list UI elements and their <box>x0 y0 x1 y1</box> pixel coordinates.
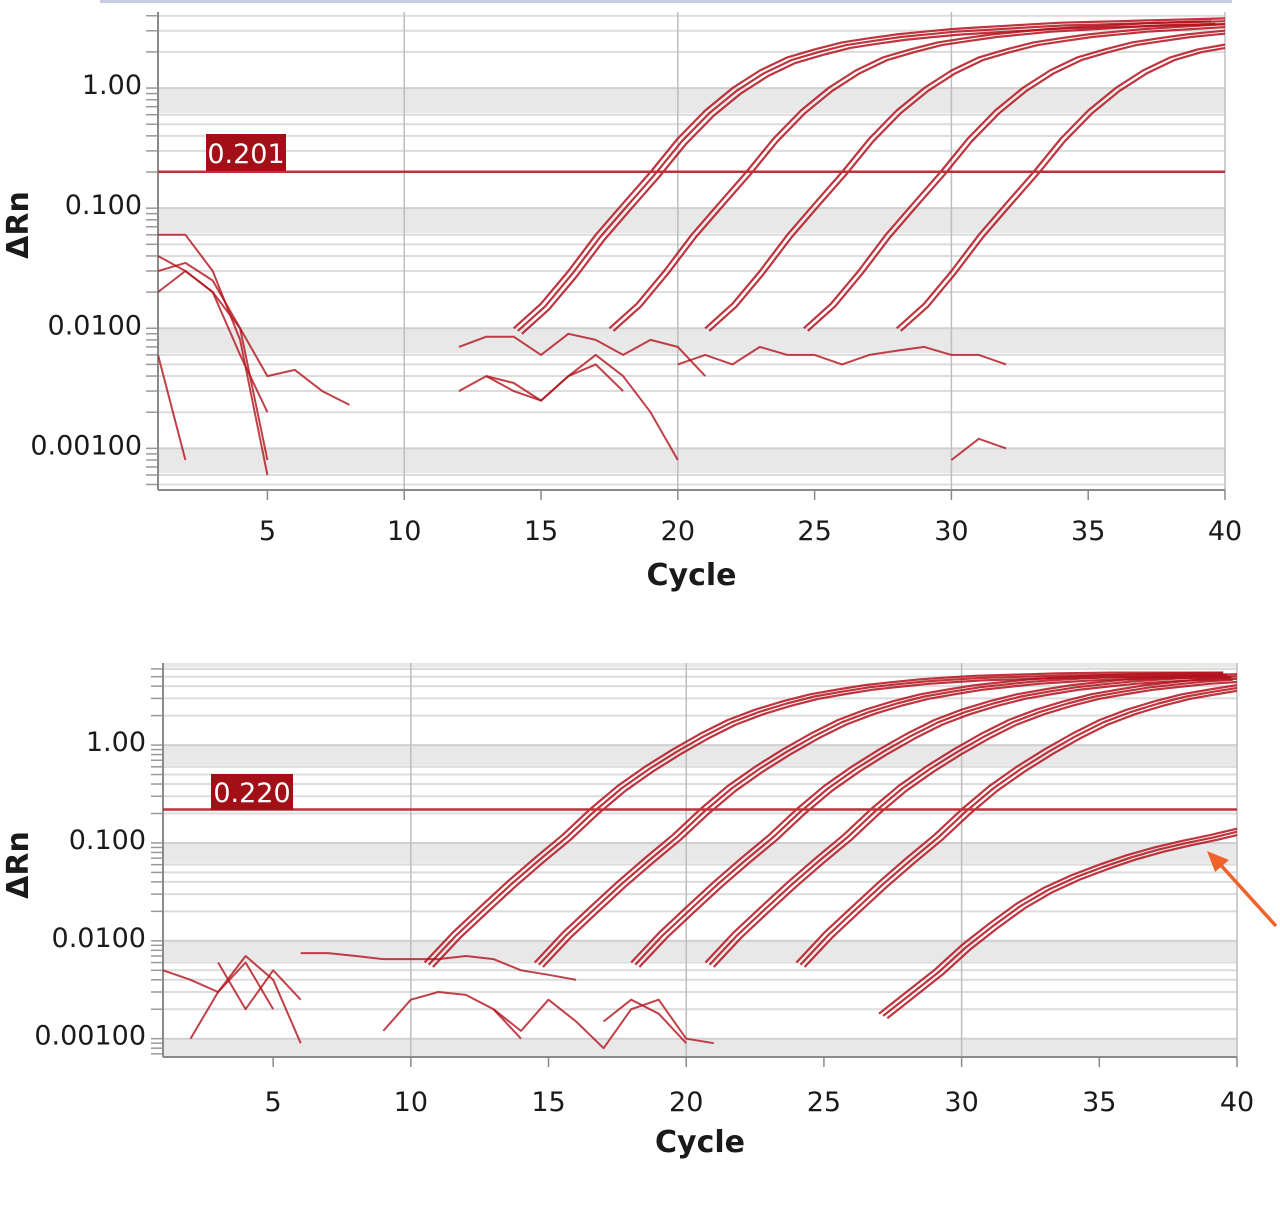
baseline-curve <box>300 952 577 981</box>
baseline-curve <box>602 998 687 1044</box>
x-tick-label: 25 <box>797 516 831 547</box>
plot-bottom: 5 10 15 20 25 30 35 40 1.00 0.100 0.0100 0.00100 Cyc… <box>1 663 1278 1160</box>
x-tick-label: 40 <box>1208 516 1242 547</box>
amplification-curve <box>542 676 1232 968</box>
y-tick-label: 0.0100 <box>48 310 142 341</box>
baseline-curve <box>492 998 714 1050</box>
amplification-curve <box>795 684 1237 964</box>
threshold-label-box <box>206 134 286 171</box>
amplification-curve <box>630 673 1237 964</box>
x-tick-label: 35 <box>1071 516 1105 547</box>
arrow-head-icon <box>1207 851 1229 872</box>
baseline-curve <box>950 437 1007 461</box>
x-tick-label: 5 <box>259 516 276 547</box>
x-tick-label: 35 <box>1082 1087 1116 1118</box>
series-group <box>158 17 1225 476</box>
x-tick-label: 5 <box>265 1087 282 1118</box>
x-axis-label: Cycle <box>655 1125 745 1160</box>
amplification-curve <box>900 46 1225 332</box>
amplification-curve <box>638 677 1237 968</box>
amplification-curve <box>886 833 1237 1020</box>
amplification-curve <box>423 671 1224 964</box>
baseline-curve <box>158 354 187 461</box>
threshold-label: 0.220 <box>213 778 290 809</box>
baseline-curve <box>485 363 624 402</box>
threshold-label: 0.201 <box>207 139 284 170</box>
grid-band <box>158 448 1225 474</box>
x-tick-label: 25 <box>807 1087 841 1118</box>
amplification-curve <box>517 20 1225 332</box>
baseline-curve <box>158 261 350 406</box>
x-tick-label: 40 <box>1220 1087 1254 1118</box>
amplification-curve <box>802 29 1225 330</box>
x-tick-label: 30 <box>934 516 968 547</box>
arrow-shaft <box>1216 860 1278 928</box>
amplification-curve <box>803 689 1237 968</box>
grid-band <box>158 328 1225 354</box>
baseline-curve <box>158 233 269 476</box>
y-tick-label: 0.00100 <box>30 430 142 461</box>
grid-band <box>158 208 1225 234</box>
y-tick-label: 0.00100 <box>34 1021 146 1052</box>
threshold-label-box <box>211 774 293 810</box>
amplification-curve <box>704 676 1229 964</box>
grid-band <box>163 940 1237 962</box>
amplification-curve <box>882 830 1237 1017</box>
x-tick-label: 10 <box>387 516 421 547</box>
amplification-curve <box>538 673 1228 966</box>
series-group <box>163 671 1237 1050</box>
baseline-curve <box>677 345 1007 366</box>
amplification-curve <box>708 678 1233 966</box>
amplification-curve <box>612 22 1216 332</box>
amplification-curve <box>708 26 1225 332</box>
x-axis-label: Cycle <box>647 558 737 593</box>
x-tick-label: 20 <box>669 1087 703 1118</box>
baseline-curve <box>158 270 269 461</box>
grid-band <box>163 842 1237 864</box>
x-tick-label: 15 <box>524 516 558 547</box>
x-tick-label: 20 <box>661 516 695 547</box>
amplification-curve <box>634 675 1237 966</box>
grid-band <box>163 1038 1237 1057</box>
amplification-curve <box>432 675 1232 968</box>
y-axis-label: ΔRn <box>1 831 36 899</box>
y-tick-label: 1.00 <box>86 727 146 758</box>
y-tick-label: 0.0100 <box>52 923 146 954</box>
amplification-curve <box>895 43 1225 330</box>
amplification-curve <box>799 686 1237 966</box>
x-tick-label: 10 <box>394 1087 428 1118</box>
grid-band <box>163 745 1237 766</box>
y-axis-label: ΔRn <box>1 191 36 259</box>
x-tick-label: 15 <box>531 1087 565 1118</box>
amplification-curve <box>807 32 1225 332</box>
amplification-curve <box>521 23 1225 335</box>
baseline-curve <box>458 353 679 461</box>
plot-top: 5 10 15 20 25 30 35 40 1.00 0.100 0.0100 0.00100 Cyc… <box>1 12 1242 593</box>
y-tick-label: 1.00 <box>82 70 142 101</box>
y-tick-label: 0.100 <box>65 190 142 221</box>
annotation-arrow <box>1207 851 1278 928</box>
amplification-curve <box>704 23 1225 330</box>
baseline-curve <box>189 955 302 1044</box>
grid-band <box>163 663 1237 668</box>
amplification-curve <box>427 673 1228 966</box>
grid-band <box>158 88 1225 114</box>
amplification-curve <box>608 20 1212 330</box>
y-tick-label: 0.100 <box>69 825 146 856</box>
x-tick-label: 30 <box>944 1087 978 1118</box>
baseline-curve <box>217 961 302 1011</box>
baseline-curve <box>458 332 706 377</box>
amplification-curve <box>533 671 1224 964</box>
amplification-curve <box>712 680 1237 968</box>
amplification-curve <box>878 827 1237 1015</box>
baseline-curve <box>382 991 522 1040</box>
amplification-curve <box>512 17 1225 330</box>
